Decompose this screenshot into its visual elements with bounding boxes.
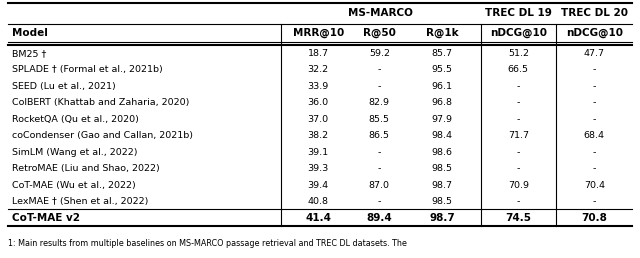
- Text: -: -: [593, 164, 596, 173]
- Text: 33.9: 33.9: [307, 82, 329, 91]
- Text: nDCG@10: nDCG@10: [566, 28, 623, 38]
- Text: -: -: [378, 82, 381, 91]
- Text: 71.7: 71.7: [508, 131, 529, 140]
- Text: 86.5: 86.5: [369, 131, 390, 140]
- Text: 97.9: 97.9: [431, 115, 452, 124]
- Text: 39.1: 39.1: [308, 148, 329, 157]
- Text: 89.4: 89.4: [367, 213, 392, 223]
- Text: -: -: [378, 148, 381, 157]
- Text: 96.8: 96.8: [431, 98, 452, 107]
- Text: 70.8: 70.8: [581, 213, 607, 223]
- Text: 70.4: 70.4: [584, 181, 605, 190]
- Text: 68.4: 68.4: [584, 131, 605, 140]
- Text: R@1k: R@1k: [426, 28, 458, 38]
- Text: 39.4: 39.4: [308, 181, 329, 190]
- Text: -: -: [593, 115, 596, 124]
- Text: -: -: [593, 98, 596, 107]
- Text: 41.4: 41.4: [305, 213, 331, 223]
- Text: BM25 †: BM25 †: [12, 49, 46, 58]
- Text: 32.2: 32.2: [308, 65, 329, 74]
- Text: -: -: [516, 164, 520, 173]
- Text: -: -: [516, 82, 520, 91]
- Text: 59.2: 59.2: [369, 49, 390, 58]
- Text: TREC DL 20: TREC DL 20: [561, 9, 628, 19]
- Text: -: -: [378, 65, 381, 74]
- Text: 66.5: 66.5: [508, 65, 529, 74]
- Text: 98.5: 98.5: [431, 164, 452, 173]
- Text: 36.0: 36.0: [308, 98, 329, 107]
- Text: -: -: [378, 197, 381, 206]
- Text: 1: Main results from multiple baselines on MS-MARCO passage retrieval and TREC D: 1: Main results from multiple baselines …: [8, 239, 406, 248]
- Text: 18.7: 18.7: [308, 49, 328, 58]
- Text: 85.7: 85.7: [431, 49, 452, 58]
- Text: 39.3: 39.3: [307, 164, 329, 173]
- Text: 82.9: 82.9: [369, 98, 390, 107]
- Text: 47.7: 47.7: [584, 49, 605, 58]
- Text: 98.7: 98.7: [431, 181, 452, 190]
- Text: Model: Model: [12, 28, 47, 38]
- Text: 38.2: 38.2: [308, 131, 329, 140]
- Text: -: -: [516, 148, 520, 157]
- Text: CoT-MAE (Wu et al., 2022): CoT-MAE (Wu et al., 2022): [12, 181, 135, 190]
- Text: RetroMAE (Liu and Shao, 2022): RetroMAE (Liu and Shao, 2022): [12, 164, 159, 173]
- Text: TREC DL 19: TREC DL 19: [485, 9, 552, 19]
- Text: nDCG@10: nDCG@10: [490, 28, 547, 38]
- Text: -: -: [516, 98, 520, 107]
- Text: -: -: [378, 164, 381, 173]
- Text: -: -: [516, 115, 520, 124]
- Text: LexMAE † (Shen et al., 2022): LexMAE † (Shen et al., 2022): [12, 197, 148, 206]
- Text: 98.4: 98.4: [431, 131, 452, 140]
- Text: ColBERT (Khattab and Zaharia, 2020): ColBERT (Khattab and Zaharia, 2020): [12, 98, 189, 107]
- Text: 70.9: 70.9: [508, 181, 529, 190]
- Text: SPLADE † (Formal et al., 2021b): SPLADE † (Formal et al., 2021b): [12, 65, 163, 74]
- Text: 74.5: 74.5: [506, 213, 531, 223]
- Text: CoT-MAE v2: CoT-MAE v2: [12, 213, 79, 223]
- Text: 96.1: 96.1: [431, 82, 452, 91]
- Text: 98.5: 98.5: [431, 197, 452, 206]
- Text: -: -: [593, 82, 596, 91]
- Text: SEED (Lu et al., 2021): SEED (Lu et al., 2021): [12, 82, 115, 91]
- Text: 95.5: 95.5: [431, 65, 452, 74]
- Text: -: -: [593, 65, 596, 74]
- Text: 51.2: 51.2: [508, 49, 529, 58]
- Text: MS-MARCO: MS-MARCO: [348, 9, 413, 19]
- Text: -: -: [516, 197, 520, 206]
- Text: MRR@10: MRR@10: [292, 28, 344, 38]
- Text: 87.0: 87.0: [369, 181, 390, 190]
- Text: SimLM (Wang et al., 2022): SimLM (Wang et al., 2022): [12, 148, 137, 157]
- Text: -: -: [593, 148, 596, 157]
- Text: R@50: R@50: [363, 28, 396, 38]
- Text: 37.0: 37.0: [308, 115, 329, 124]
- Text: RocketQA (Qu et al., 2020): RocketQA (Qu et al., 2020): [12, 115, 138, 124]
- Text: coCondenser (Gao and Callan, 2021b): coCondenser (Gao and Callan, 2021b): [12, 131, 193, 140]
- Text: 40.8: 40.8: [308, 197, 328, 206]
- Text: 85.5: 85.5: [369, 115, 390, 124]
- Text: 98.7: 98.7: [429, 213, 455, 223]
- Text: 98.6: 98.6: [431, 148, 452, 157]
- Text: -: -: [593, 197, 596, 206]
